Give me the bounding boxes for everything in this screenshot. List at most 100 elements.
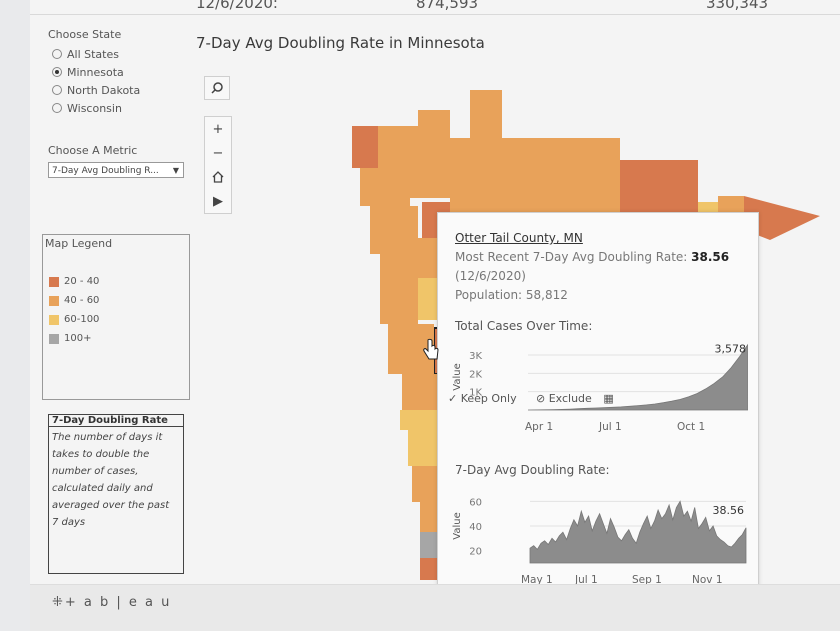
state-option-north-dakota[interactable]: North Dakota [52,81,140,99]
state-option-label: Minnesota [67,65,124,79]
tooltip-population: Population: 58,812 [455,288,568,302]
county-shape[interactable] [450,178,540,216]
county-shape[interactable] [540,138,620,178]
county-shape[interactable] [470,90,502,138]
legend-item: 20 - 40 [49,272,189,291]
county-shape[interactable] [620,160,698,216]
description-line: averaged over the past [52,500,170,511]
legend-item: 100+ [49,329,189,348]
county-shape[interactable] [360,168,410,206]
doubling-chart-title: 7-Day Avg Doubling Rate: [455,463,610,477]
metric-dropdown[interactable]: 7-Day Avg Doubling R... ▼ [48,162,184,178]
county-shape[interactable] [418,110,450,168]
legend-item-label: 40 - 60 [64,295,100,306]
hand-cursor-icon [423,338,439,360]
exclude-button[interactable]: ⊘ Exclude ▦ [536,392,614,405]
legend-swatch [49,333,59,344]
county-shape[interactable] [420,532,440,558]
county-shape[interactable] [450,138,540,178]
county-shape[interactable] [410,168,450,198]
county-tooltip: Otter Tail County, MN Most Recent 7-Day … [437,212,759,604]
county-shape[interactable] [408,430,440,466]
view-data-icon[interactable]: ▦ [603,392,614,405]
state-option-label: Wisconsin [67,101,122,115]
radio-icon [52,85,62,95]
tooltip-county-name[interactable]: Otter Tail County, MN [455,231,583,245]
chart-area-series [529,500,747,564]
dashboard-screen: 12/6/2020: 874,593 330,343 Choose State … [30,0,840,631]
metric-dropdown-value: 7-Day Avg Doubling R... [52,166,159,176]
legend-item-label: 100+ [64,333,92,344]
county-shape[interactable] [402,374,438,410]
total-cases-chart: Value 1K 2K 3K Apr 1 Jul 1 Oct 1 3,578 [452,342,748,433]
legend-item-label: 20 - 40 [64,276,100,287]
chart-y-tick-label: 3K [469,351,482,362]
tooltip-rate-line: Most Recent 7-Day Avg Doubling Rate: 38.… [455,250,729,264]
zoom-out-icon[interactable]: − [205,141,231,165]
chart-y-tick-label: 20 [469,547,482,558]
top-stat-value-1: 874,593 [416,0,479,12]
state-option-minnesota[interactable]: Minnesota [52,63,140,81]
state-option-all[interactable]: All States [52,45,140,63]
county-shape[interactable] [744,196,820,240]
map-toolbar: + − ▶ [204,76,232,214]
keep-only-button[interactable]: ✓ Keep Only [448,392,517,405]
brand-text: + a b | e a u [64,595,172,610]
chart-y-tick-label: 60 [469,497,482,508]
tooltip-rate-value: 38.56 [691,250,730,264]
chart-area-series [527,343,748,411]
chart-y-axis-label: Value [452,512,463,539]
county-shape[interactable] [420,558,442,580]
top-stat-value-2: 330,343 [706,0,769,12]
top-stat-date: 12/6/2020: [196,0,278,12]
caret-down-icon: ▼ [172,166,179,175]
chart-x-tick-label: Sep 1 [632,574,662,585]
chart-end-value-label: 38.56 [713,504,745,517]
check-icon: ✓ [448,392,458,405]
county-shape[interactable] [352,126,378,168]
county-shape[interactable] [718,196,744,216]
footer: ⁜+ a b | e a u [30,584,840,631]
county-shape[interactable] [540,178,620,216]
legend-item-label: 60-100 [64,314,100,325]
state-radio-group: All States Minnesota North Dakota Wiscon… [52,45,140,117]
chart-x-tick-label: Nov 1 [692,574,723,585]
keep-only-label: Keep Only [460,392,517,405]
state-option-label: North Dakota [67,83,141,97]
tooltip-date: (12/6/2020) [455,269,526,283]
choose-metric-label: Choose A Metric [48,144,138,157]
exclude-icon: ⊘ [536,392,546,405]
description-line: number of cases, [52,466,139,477]
description-title: 7-Day Doubling Rate [49,415,183,427]
tooltip-rate-label: Most Recent 7-Day Avg Doubling Rate: [455,250,688,264]
exclude-label: Exclude [548,392,592,405]
choose-state-label: Choose State [48,28,122,41]
county-shape[interactable] [370,206,418,254]
county-shape[interactable] [400,410,440,430]
search-icon[interactable] [204,76,230,100]
description-line: The number of days it [52,432,163,443]
chart-x-tick-label: Oct 1 [677,421,705,433]
description-line: takes to double the [52,449,150,460]
map-legend-title: Map Legend [45,237,113,250]
tableau-plus-icon: ⁜ [52,595,65,610]
legend-swatch [49,295,59,306]
play-icon[interactable]: ▶ [205,189,231,213]
legend-item: 40 - 60 [49,291,189,310]
zoom-in-icon[interactable]: + [205,117,231,141]
county-shape[interactable] [378,126,418,168]
state-option-label: All States [67,47,119,61]
chart-y-axis-label: Value [452,363,463,390]
chart-y-tick-label: 40 [469,522,482,533]
chart-end-value-label: 3,578 [715,342,747,355]
home-icon[interactable] [205,165,231,189]
doubling-rate-description: 7-Day Doubling Rate The number of days i… [48,414,184,574]
cases-chart-title: Total Cases Over Time: [455,319,593,333]
tableau-logo: ⁜+ a b | e a u [52,595,171,610]
chart-x-tick-label: Apr 1 [525,421,553,433]
chart-x-tick-label: May 1 [521,574,553,585]
state-option-wisconsin[interactable]: Wisconsin [52,99,140,117]
chart-x-tick-label: Jul 1 [574,574,598,585]
radio-icon [52,103,62,113]
county-shape[interactable] [380,254,418,324]
